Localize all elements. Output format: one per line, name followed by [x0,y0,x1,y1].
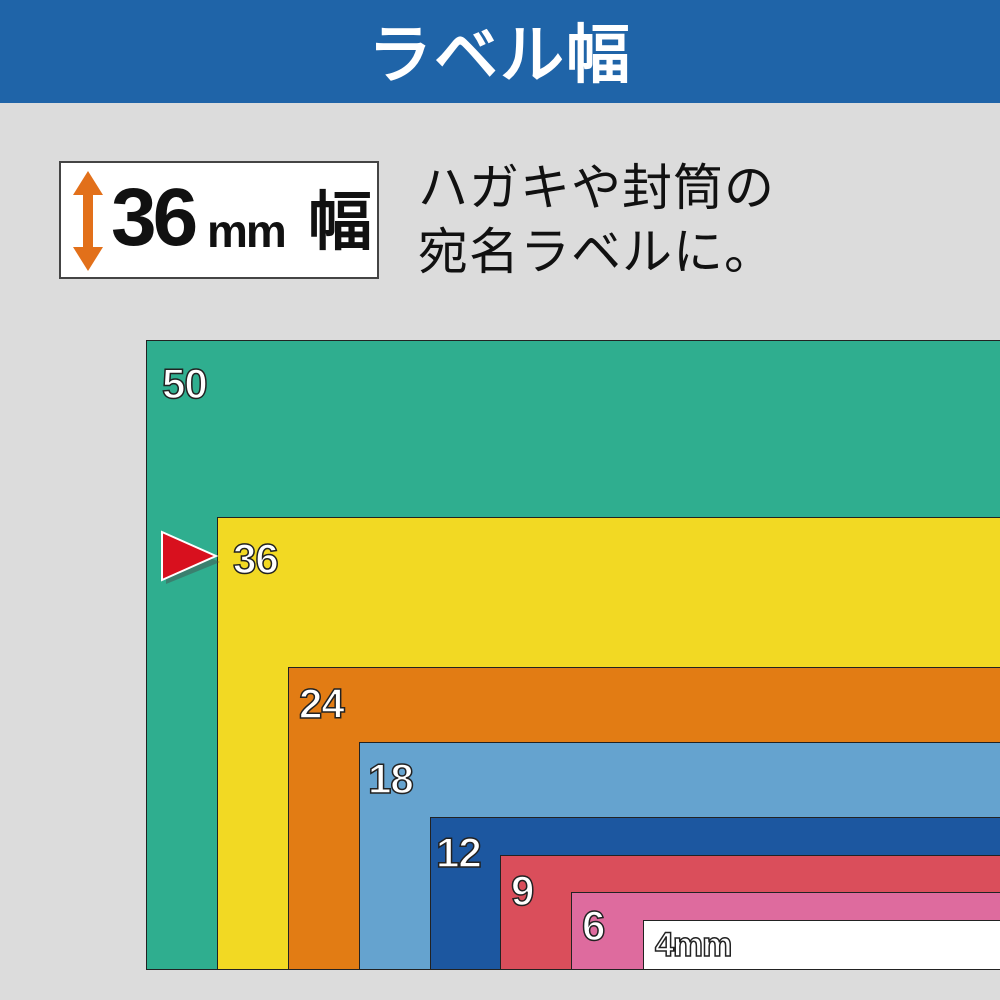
description: ハガキや封筒の 宛名ラベルに。 [418,156,775,284]
page-title: ラベル幅 [368,18,632,93]
tape-label-4mm: 4mm [654,926,733,964]
tape-label-6: 6 [581,902,606,949]
width-badge: 36 mm 幅 [59,161,379,279]
width-unit: mm [207,205,287,257]
description-line-1: ハガキや封筒の [418,159,775,217]
tape-label-18: 18 [367,755,414,802]
width-kanji: 幅 [308,186,372,260]
header-bar: ラベル幅 [0,0,1000,103]
width-value: 36 [111,172,198,263]
double-arrow-vertical-icon [73,171,103,271]
description-line-2: 宛名ラベルに。 [418,223,775,281]
tape-label-36: 36 [232,535,279,582]
tape-label-9: 9 [510,867,535,914]
red-triangle-pointer-icon [161,530,220,584]
tape-label-24: 24 [298,680,345,727]
tape-4mm [643,920,1000,970]
tape-label-50: 50 [161,360,208,407]
tape-label-12: 12 [435,829,482,876]
